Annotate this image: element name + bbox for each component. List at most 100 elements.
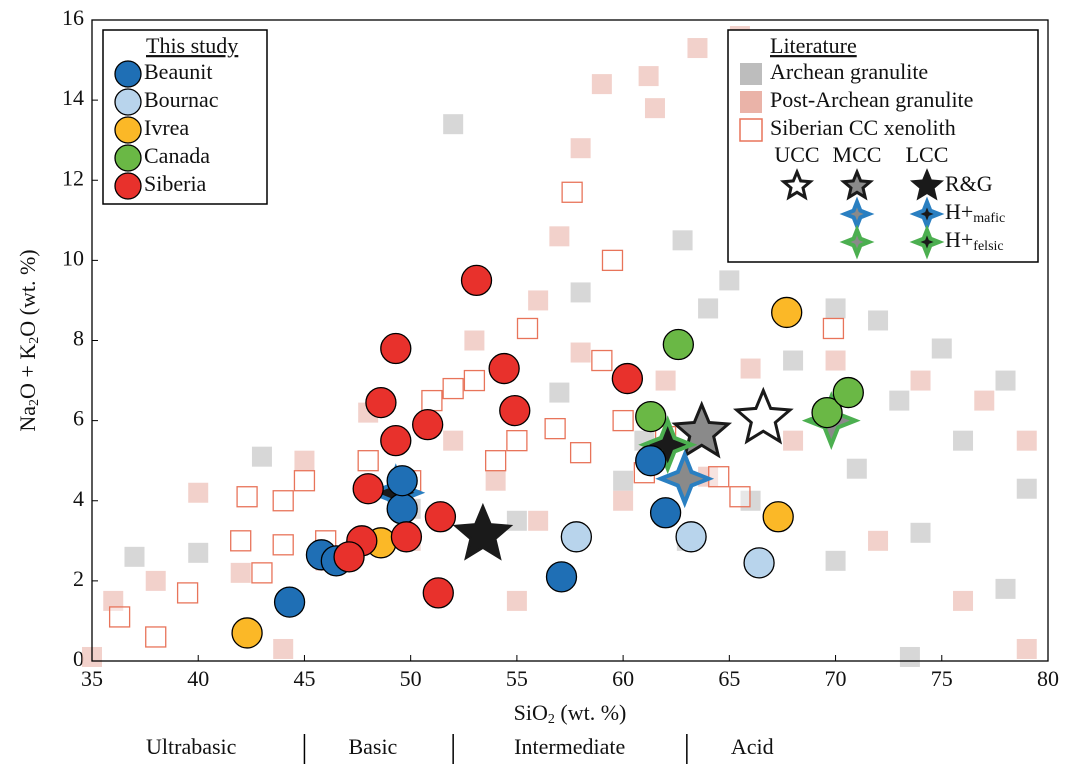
- study-point: [352, 473, 384, 505]
- y-tick-label: 14: [62, 85, 84, 110]
- literature-point: [672, 230, 693, 251]
- literature-point: [570, 342, 591, 363]
- y-tick-label: 10: [62, 245, 84, 270]
- y-tick-label: 8: [73, 326, 84, 351]
- study-point: [762, 501, 794, 533]
- y-axis-label-part: O + K: [15, 344, 40, 399]
- literature-point: [357, 450, 379, 472]
- legend-label: Post-Archean granulite: [770, 87, 973, 112]
- literature-point: [569, 442, 592, 464]
- x-tick-label: 55: [506, 666, 528, 691]
- literature-point: [230, 530, 252, 552]
- study-point: [488, 352, 520, 385]
- literature-point: [783, 350, 804, 371]
- literature-point: [719, 270, 740, 291]
- reference-star: [732, 386, 794, 445]
- legend-marker: [740, 63, 762, 85]
- literature-point: [825, 350, 846, 371]
- y-axis-label: Na2O + K2O (wt. %): [15, 249, 42, 431]
- reference-star: [655, 449, 715, 509]
- legend-label: Canada: [144, 143, 210, 168]
- legend-label-part: H+: [945, 199, 973, 224]
- legend-star: [839, 168, 875, 201]
- literature-point: [145, 626, 167, 648]
- study-point: [743, 547, 775, 579]
- y-tick-label: 16: [62, 5, 84, 30]
- study-point: [273, 586, 306, 618]
- legend-box: [727, 29, 1039, 263]
- literature-point: [293, 470, 316, 492]
- reference-star: [452, 502, 514, 561]
- literature-point: [528, 510, 549, 531]
- literature-point: [974, 390, 995, 411]
- study-point: [675, 521, 707, 553]
- legend-star: [909, 168, 945, 201]
- literature-point: [825, 550, 846, 571]
- y-tick-label: 2: [73, 566, 84, 591]
- literature-point: [236, 486, 258, 508]
- legend-marker: [114, 60, 142, 88]
- legend-label: Siberia: [144, 171, 207, 196]
- legend-title: This study: [146, 33, 238, 58]
- literature-point: [591, 74, 612, 95]
- literature-point: [506, 590, 527, 611]
- literature-point: [294, 450, 315, 471]
- study-point: [386, 465, 418, 497]
- legend-marker: [740, 91, 762, 113]
- class-label: Basic: [348, 734, 397, 759]
- literature-point: [687, 38, 708, 59]
- literature-point: [124, 546, 145, 567]
- legend-label: R&G: [945, 171, 993, 196]
- legend-marker: [739, 118, 763, 142]
- study-point: [386, 493, 418, 525]
- legend-label-sub: mafic: [973, 211, 1005, 226]
- literature-point: [910, 522, 931, 543]
- literature-point: [783, 430, 804, 451]
- literature-point: [899, 646, 920, 667]
- literature-point: [612, 409, 634, 432]
- legend-label: Siberian CC xenolith: [770, 115, 956, 140]
- literature-point: [910, 370, 931, 391]
- literature-point: [638, 66, 659, 87]
- literature-point: [176, 582, 199, 604]
- legend-label: Bournac: [144, 87, 219, 112]
- literature-point: [484, 450, 507, 472]
- class-label: Acid: [731, 734, 774, 759]
- legend-marker: [114, 172, 142, 200]
- literature-point: [868, 530, 889, 551]
- legend-marker: [114, 116, 142, 144]
- crust-label: MCC: [833, 142, 882, 167]
- legend-label: H+felsic: [945, 227, 1004, 254]
- literature-point: [443, 430, 464, 451]
- literature-point: [729, 486, 751, 508]
- literature-point: [995, 578, 1016, 599]
- literature-point: [740, 358, 761, 379]
- reference-star: [638, 415, 698, 475]
- literature-point: [251, 446, 272, 467]
- study-point: [499, 394, 531, 427]
- literature-point: [549, 382, 570, 403]
- class-label: Intermediate: [514, 734, 625, 759]
- literature-point: [953, 590, 974, 611]
- plot-frame: [91, 19, 1049, 662]
- study-point: [611, 362, 644, 395]
- x-tick-label: 80: [1037, 666, 1059, 691]
- literature-point: [846, 458, 867, 479]
- literature-point: [272, 490, 294, 512]
- literature-point: [272, 534, 294, 556]
- literature-point: [108, 606, 131, 628]
- legend-title: Literature: [770, 33, 857, 58]
- literature-point: [591, 349, 613, 372]
- legend-star: [779, 168, 815, 201]
- x-tick-label: 40: [187, 666, 209, 691]
- literature-point: [601, 249, 624, 272]
- literature-point: [485, 470, 506, 491]
- literature-point: [822, 317, 845, 340]
- study-point: [832, 376, 864, 409]
- literature-point: [561, 181, 583, 203]
- literature-point: [1016, 478, 1037, 499]
- x-axis-label-part: (wt. %): [555, 700, 626, 725]
- legend-label: Archean granulite: [770, 59, 928, 84]
- study-point: [811, 396, 843, 429]
- literature-point: [544, 417, 566, 440]
